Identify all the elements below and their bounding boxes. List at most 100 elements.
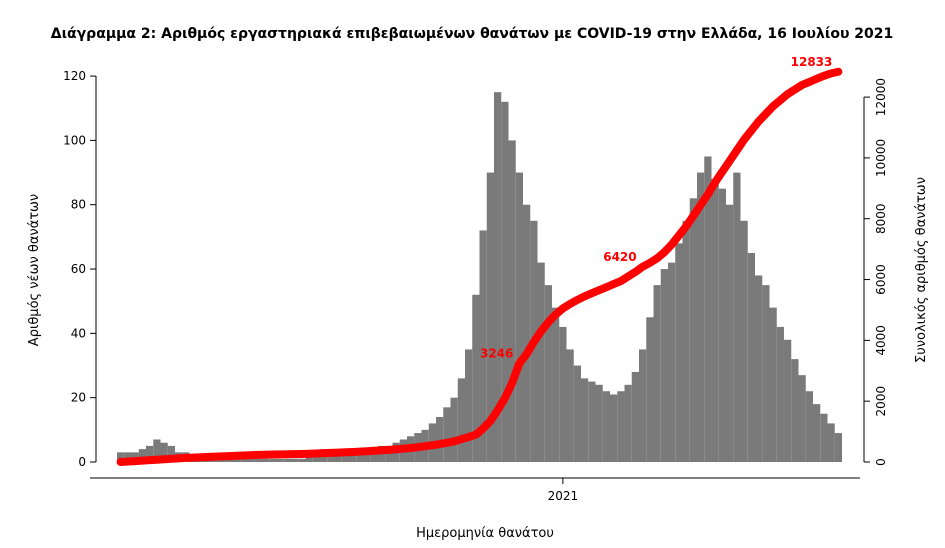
bar [566, 349, 574, 462]
bar [153, 439, 161, 462]
bar [276, 458, 284, 462]
bar [472, 294, 480, 462]
bar [298, 458, 306, 462]
bar [675, 243, 683, 462]
y2-tick-label: 0 [874, 458, 888, 466]
bar [457, 378, 465, 462]
line-value-label: 6420 [603, 250, 636, 264]
bar [349, 452, 357, 462]
bar [320, 455, 328, 462]
bar [660, 269, 668, 462]
bar [624, 384, 632, 462]
bar [356, 452, 364, 462]
bar [769, 307, 777, 462]
bar [602, 391, 610, 462]
y-tick-label: 100 [63, 133, 86, 147]
bar [798, 375, 806, 462]
bar [167, 445, 175, 462]
bar [117, 452, 125, 462]
bar [334, 455, 342, 462]
bar [740, 220, 748, 462]
cumulative-line [116, 67, 843, 466]
bar [726, 204, 734, 462]
x-tick-label: 2021 [548, 489, 579, 503]
bar [160, 442, 168, 462]
line-value-label: 3246 [480, 346, 513, 360]
y-tick-label: 60 [71, 262, 86, 276]
y2-tick-label: 4000 [874, 325, 888, 356]
bar [544, 285, 552, 462]
bar [646, 317, 654, 462]
bar [813, 404, 821, 462]
chart-title: Διάγραμμα 2: Αριθμός εργαστηριακά επιβεβ… [51, 26, 894, 42]
bar [443, 407, 451, 462]
y2-tick-label: 12000 [874, 78, 888, 116]
bar [146, 445, 154, 462]
bar [262, 458, 270, 462]
bar [776, 326, 784, 462]
bar [747, 252, 755, 462]
bar [436, 416, 444, 462]
bar [704, 156, 712, 463]
bar [784, 339, 792, 462]
bar [537, 262, 545, 462]
bar [327, 455, 335, 462]
y2-tick-label: 6000 [874, 264, 888, 295]
bar [820, 413, 828, 462]
y-tick-label: 80 [71, 198, 86, 212]
bar [573, 365, 581, 462]
bar [791, 359, 799, 462]
bar [363, 449, 371, 462]
bar [385, 445, 393, 462]
bar [733, 172, 741, 462]
bar [668, 262, 676, 462]
bar [631, 371, 639, 462]
bar [291, 458, 299, 462]
bar [341, 452, 349, 462]
bar [312, 455, 320, 462]
bar [588, 381, 596, 462]
bar [718, 188, 726, 462]
y-tick-label: 0 [78, 455, 86, 469]
bar [697, 172, 705, 462]
bar [581, 378, 589, 462]
bar [805, 391, 813, 462]
y2-tick-label: 8000 [874, 203, 888, 234]
y-tick-label: 20 [71, 391, 86, 405]
bar [450, 397, 458, 462]
bar [711, 178, 719, 462]
bar [827, 423, 835, 462]
y-tick-label: 40 [71, 326, 86, 340]
bar [617, 391, 625, 462]
bar [370, 449, 378, 462]
bar [755, 275, 763, 462]
bar [486, 172, 494, 462]
bar [595, 384, 603, 462]
bar [689, 198, 697, 462]
y2-tick-label: 2000 [874, 386, 888, 417]
bar [639, 349, 647, 462]
y-tick-label: 120 [63, 69, 86, 83]
bar [508, 140, 516, 462]
bar [305, 455, 313, 462]
y-axis-label: Αριθμός νέων θανάτων [27, 194, 42, 346]
bar [465, 349, 473, 462]
bar [682, 220, 690, 462]
bar [834, 433, 842, 462]
bar [523, 204, 531, 462]
bar [494, 92, 502, 462]
bar [124, 452, 132, 462]
bar [552, 307, 560, 462]
bar [283, 458, 291, 462]
line-value-label: 12833 [791, 55, 833, 69]
bar [559, 326, 567, 462]
bar [269, 458, 277, 462]
bar [610, 394, 618, 462]
x-axis-label: Ημερομηνία θανάτου [416, 526, 554, 541]
y2-tick-label: 10000 [874, 139, 888, 177]
bar [501, 101, 509, 463]
y2-axis-label: Συνολικός αριθμός θανάτων [914, 177, 929, 363]
bar [653, 285, 661, 462]
bar [515, 172, 523, 462]
